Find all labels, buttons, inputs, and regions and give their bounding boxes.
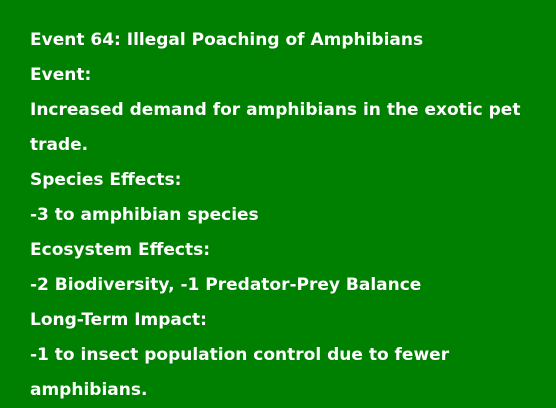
long-term-impact-value: -1 to insect population control due to f… <box>30 345 450 400</box>
event-label: Event: <box>30 65 92 85</box>
species-effects-label: Species Effects: <box>30 170 182 190</box>
species-effects-value: -3 to amphibian species <box>30 205 259 225</box>
ecosystem-effects-value: -2 Biodiversity, -1 Predator-Prey Balanc… <box>30 275 422 295</box>
event-title: Event 64: Illegal Poaching of Amphibians <box>30 30 424 50</box>
long-term-impact-label: Long-Term Impact: <box>30 310 207 330</box>
event-description: Increased demand for amphibians in the e… <box>30 100 521 155</box>
ecosystem-effects-label: Ecosystem Effects: <box>30 240 211 260</box>
